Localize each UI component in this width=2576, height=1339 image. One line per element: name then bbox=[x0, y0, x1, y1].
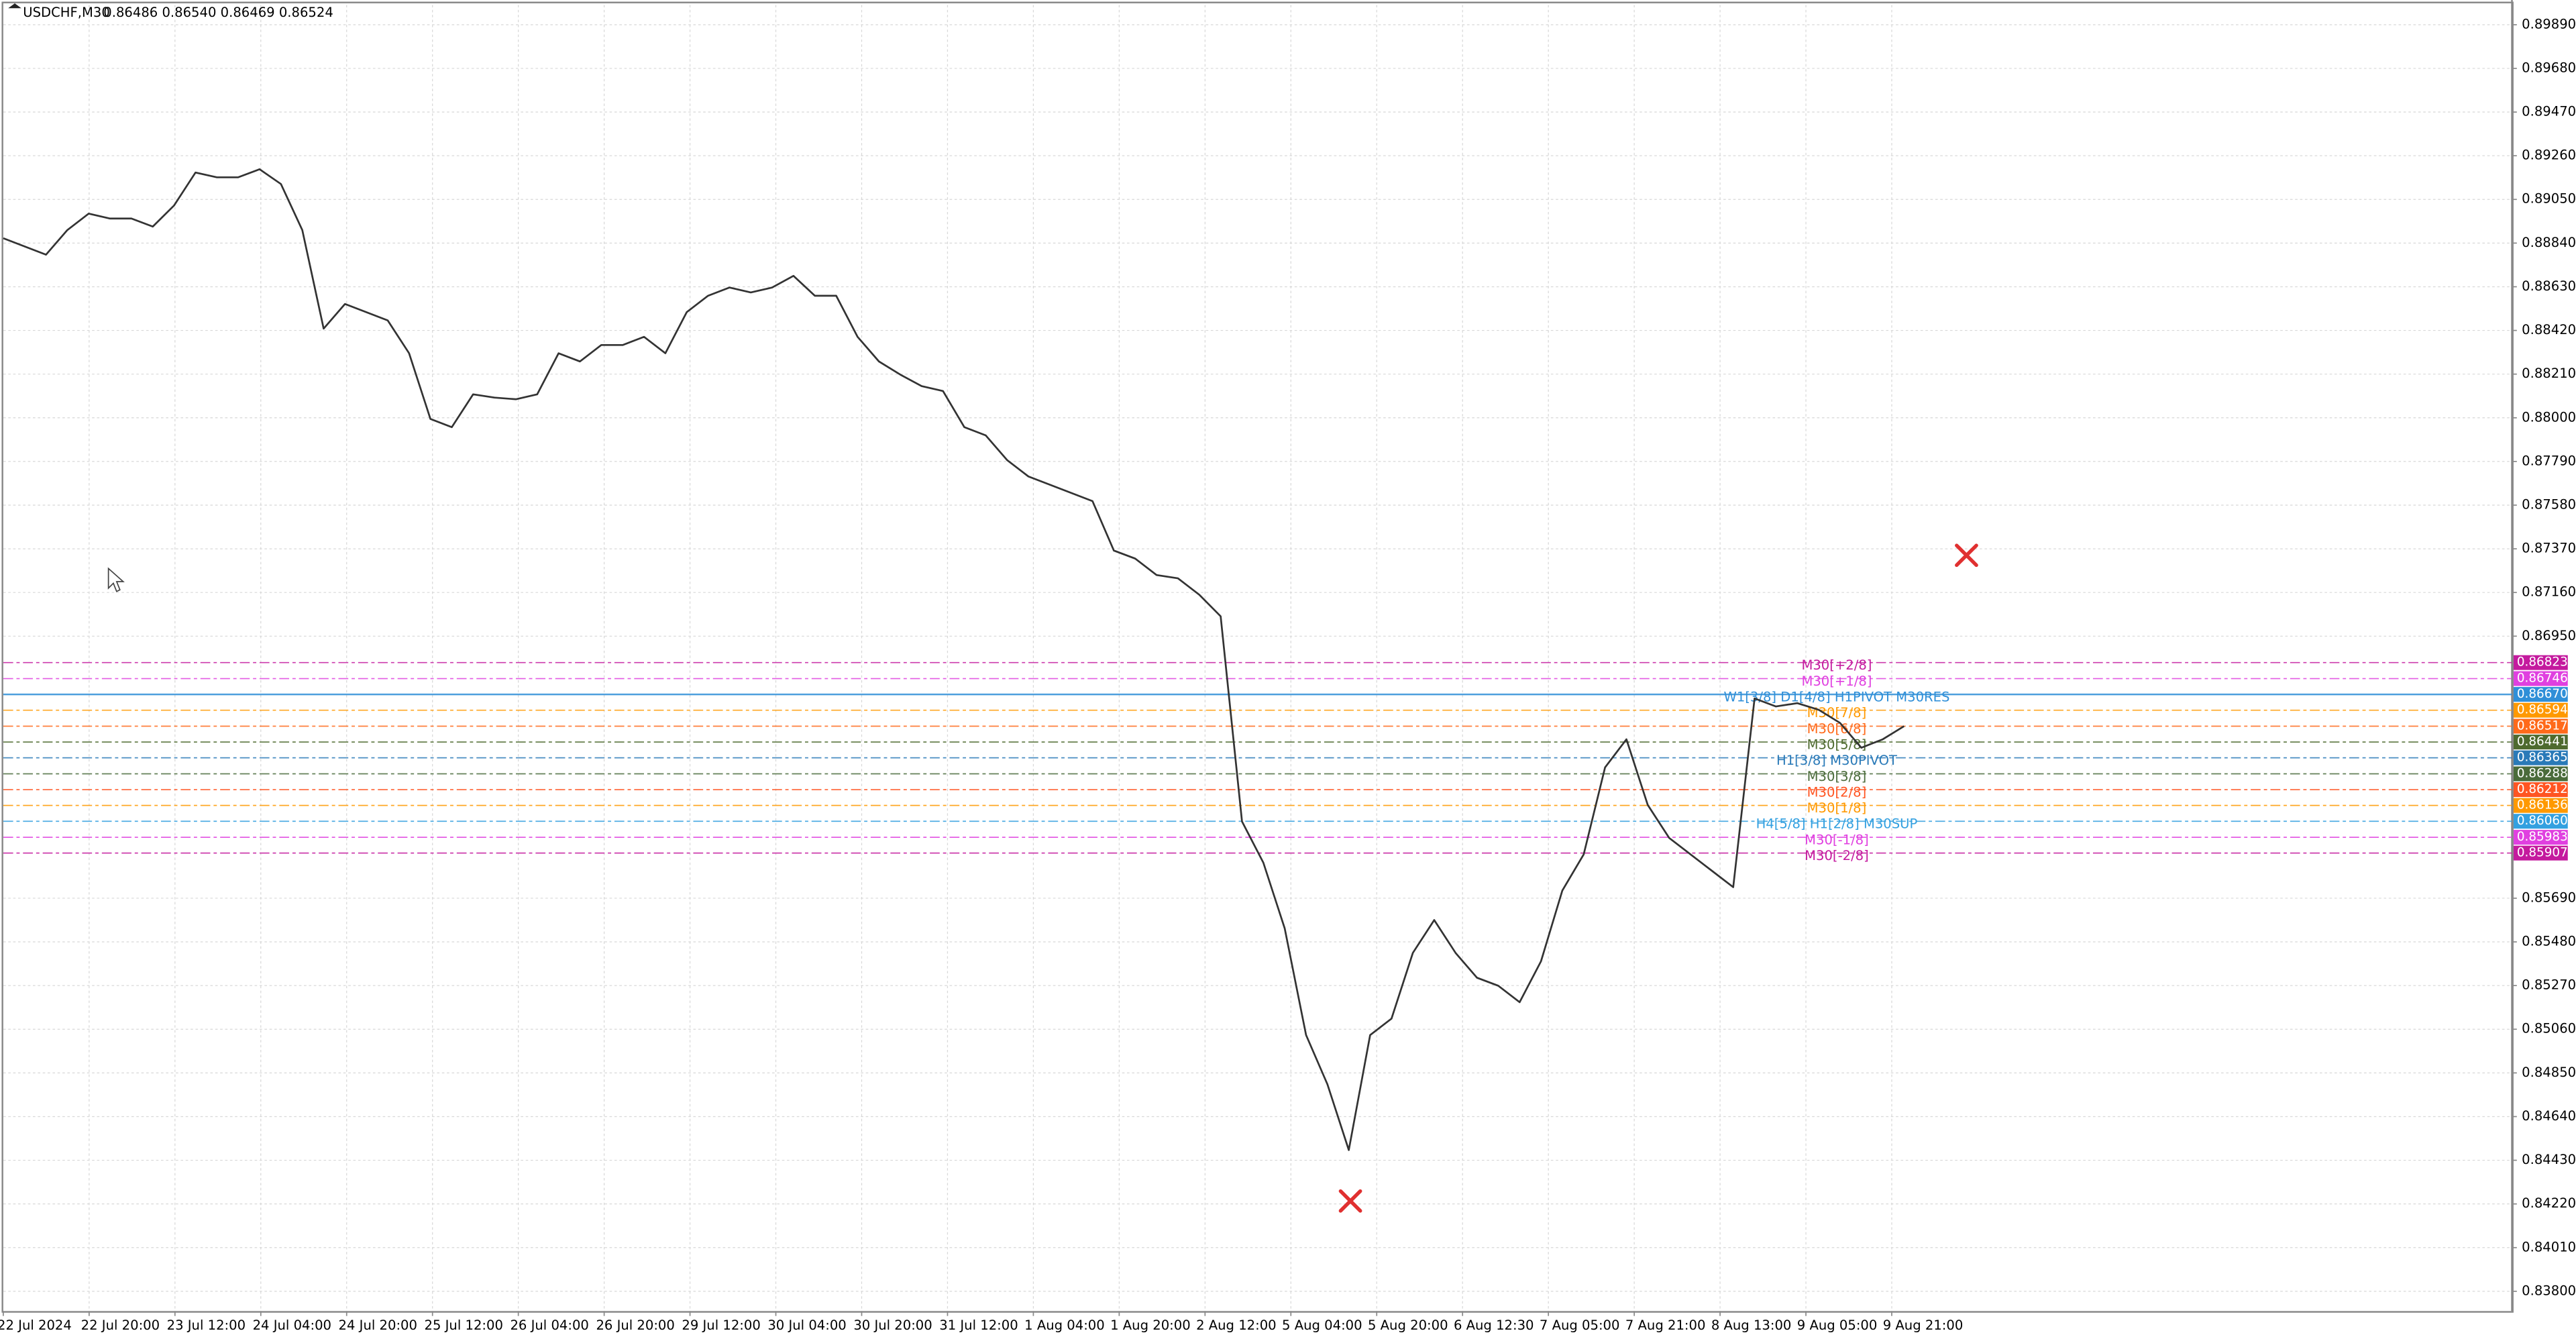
x-tick-label: 8 Aug 13:00 bbox=[1711, 1318, 1792, 1333]
y-tick-label: 0.85270 bbox=[2522, 977, 2576, 993]
level-price-label: 0.86288 bbox=[2517, 767, 2568, 781]
level-price-box bbox=[2513, 830, 2568, 845]
level-price-box bbox=[2513, 718, 2568, 734]
y-tick-label: 0.88000 bbox=[2522, 409, 2576, 425]
level-label: M30[-2/8] bbox=[1805, 848, 1869, 863]
x-tick-label: 7 Aug 05:00 bbox=[1540, 1318, 1620, 1333]
y-tick-label: 0.87370 bbox=[2522, 541, 2576, 556]
level-price-box bbox=[2513, 702, 2568, 718]
signal-marker bbox=[1955, 543, 1978, 568]
y-tick-label: 0.84850 bbox=[2522, 1065, 2576, 1080]
level-label: M30[3/8] bbox=[1807, 769, 1867, 784]
x-tick-label: 7 Aug 21:00 bbox=[1625, 1318, 1706, 1333]
y-tick-label: 0.87580 bbox=[2522, 496, 2576, 512]
y-tick-label: 0.89470 bbox=[2522, 104, 2576, 119]
x-tick-label: 5 Aug 20:00 bbox=[1368, 1318, 1448, 1333]
x-tick-label: 2 Aug 12:00 bbox=[1196, 1318, 1277, 1333]
x-tick-label: 26 Jul 04:00 bbox=[510, 1318, 588, 1333]
level-price-label: 0.86823 bbox=[2517, 655, 2568, 670]
level-label: M30[+2/8] bbox=[1801, 657, 1872, 673]
x-tick-label: 6 Aug 12:30 bbox=[1454, 1318, 1534, 1333]
y-tick-label: 0.86950 bbox=[2522, 628, 2576, 643]
level-price-box bbox=[2513, 735, 2568, 750]
x-tick-label: 26 Jul 20:00 bbox=[596, 1318, 674, 1333]
level-price-box bbox=[2513, 782, 2568, 798]
price-line bbox=[3, 168, 1905, 1151]
marks: M30[+2/8] 0.86823 M30[+1/8] 0.86746 W1[3/8] … bbox=[3, 168, 2568, 1151]
y-tick-label: 0.85690 bbox=[2522, 890, 2576, 905]
level-price-label: 0.86517 bbox=[2517, 719, 2568, 733]
level-label: M30[1/8] bbox=[1807, 800, 1867, 816]
x-tick-label: 31 Jul 12:00 bbox=[939, 1318, 1018, 1333]
level-label: M30[+1/8] bbox=[1801, 674, 1872, 689]
level-price-box bbox=[2513, 750, 2568, 765]
y-tick-label: 0.84640 bbox=[2522, 1108, 2576, 1124]
ohlc-info: 0.86486 0.86540 0.86469 0.86524 bbox=[103, 5, 333, 20]
x-tick-label: 29 Jul 12:00 bbox=[682, 1318, 760, 1333]
y-tick-label: 0.85480 bbox=[2522, 934, 2576, 949]
x-tick-label: 30 Jul 04:00 bbox=[767, 1318, 846, 1333]
x-tick-label: 9 Aug 21:00 bbox=[1883, 1318, 1964, 1333]
x-tick-label: 5 Aug 04:00 bbox=[1282, 1318, 1362, 1333]
x-tick-label: 1 Aug 20:00 bbox=[1110, 1318, 1191, 1333]
level-price-label: 0.86365 bbox=[2517, 751, 2568, 765]
level-price-box bbox=[2513, 687, 2568, 702]
chart-title: USDCHF,M30 bbox=[23, 5, 110, 20]
x-tick-label: 24 Jul 20:00 bbox=[339, 1318, 417, 1333]
level-price-label: 0.85907 bbox=[2517, 846, 2568, 860]
x-tick-label: 25 Jul 12:00 bbox=[425, 1318, 503, 1333]
y-tick-label: 0.88630 bbox=[2522, 278, 2576, 294]
signal-marker bbox=[1338, 1189, 1362, 1213]
level-price-label: 0.86212 bbox=[2517, 782, 2568, 796]
y-tick-label: 0.89050 bbox=[2522, 191, 2576, 207]
y-tick-label: 0.85060 bbox=[2522, 1021, 2576, 1036]
level-price-box bbox=[2513, 814, 2568, 829]
level-price-label: 0.86136 bbox=[2517, 798, 2568, 812]
y-tick-label: 0.89260 bbox=[2522, 148, 2576, 163]
y-tick-label: 0.89680 bbox=[2522, 60, 2576, 75]
level-price-box bbox=[2513, 798, 2568, 813]
y-tick-label: 0.89890 bbox=[2522, 16, 2576, 32]
level-label: H1[3/8] M30PIVOT bbox=[1776, 753, 1898, 768]
level-price-label: 0.86594 bbox=[2517, 703, 2568, 717]
level-price-label: 0.85983 bbox=[2517, 830, 2568, 844]
level-label: M30[2/8] bbox=[1807, 784, 1867, 800]
y-tick-label: 0.87790 bbox=[2522, 453, 2576, 468]
x-tick-label: 22 Jul 2024 bbox=[0, 1318, 72, 1333]
y-tick-label: 0.83800 bbox=[2522, 1283, 2576, 1298]
x-tick-label: 23 Jul 12:00 bbox=[167, 1318, 246, 1333]
y-tick-label: 0.88210 bbox=[2522, 366, 2576, 381]
level-label: M30[7/8] bbox=[1807, 705, 1867, 720]
y-tick-label: 0.84220 bbox=[2522, 1195, 2576, 1211]
y-tick-label: 0.88840 bbox=[2522, 235, 2576, 250]
x-tick-label: 22 Jul 20:00 bbox=[81, 1318, 160, 1333]
level-price-box bbox=[2513, 671, 2568, 686]
mouse-cursor bbox=[107, 567, 125, 592]
x-tick-label: 9 Aug 05:00 bbox=[1797, 1318, 1878, 1333]
level-price-box bbox=[2513, 766, 2568, 782]
y-tick-label: 0.88420 bbox=[2522, 322, 2576, 337]
x-tick-label: 30 Jul 20:00 bbox=[853, 1318, 932, 1333]
level-price-label: 0.86060 bbox=[2517, 814, 2568, 828]
level-price-box bbox=[2513, 845, 2568, 861]
x-tick-label: 24 Jul 04:00 bbox=[253, 1318, 331, 1333]
level-price-label: 0.86441 bbox=[2517, 735, 2568, 749]
level-label: W1[3/8] D1[4/8] H1PIVOT M30RES bbox=[1723, 690, 1949, 705]
level-label: H4[5/8] H1[2/8] M30SUP bbox=[1756, 816, 1918, 832]
level-label: M30[6/8] bbox=[1807, 721, 1867, 737]
x-tick-label: 1 Aug 04:00 bbox=[1024, 1318, 1105, 1333]
level-label: M30[-1/8] bbox=[1805, 832, 1869, 847]
level-price-label: 0.86670 bbox=[2517, 687, 2568, 701]
y-tick-label: 0.84430 bbox=[2522, 1152, 2576, 1167]
level-label: M30[5/8] bbox=[1807, 737, 1867, 753]
level-price-label: 0.86746 bbox=[2517, 672, 2568, 686]
y-tick-label: 0.84010 bbox=[2522, 1239, 2576, 1254]
level-price-box bbox=[2513, 655, 2568, 670]
y-tick-label: 0.87160 bbox=[2522, 584, 2576, 600]
menu-arrow[interactable] bbox=[8, 3, 21, 9]
